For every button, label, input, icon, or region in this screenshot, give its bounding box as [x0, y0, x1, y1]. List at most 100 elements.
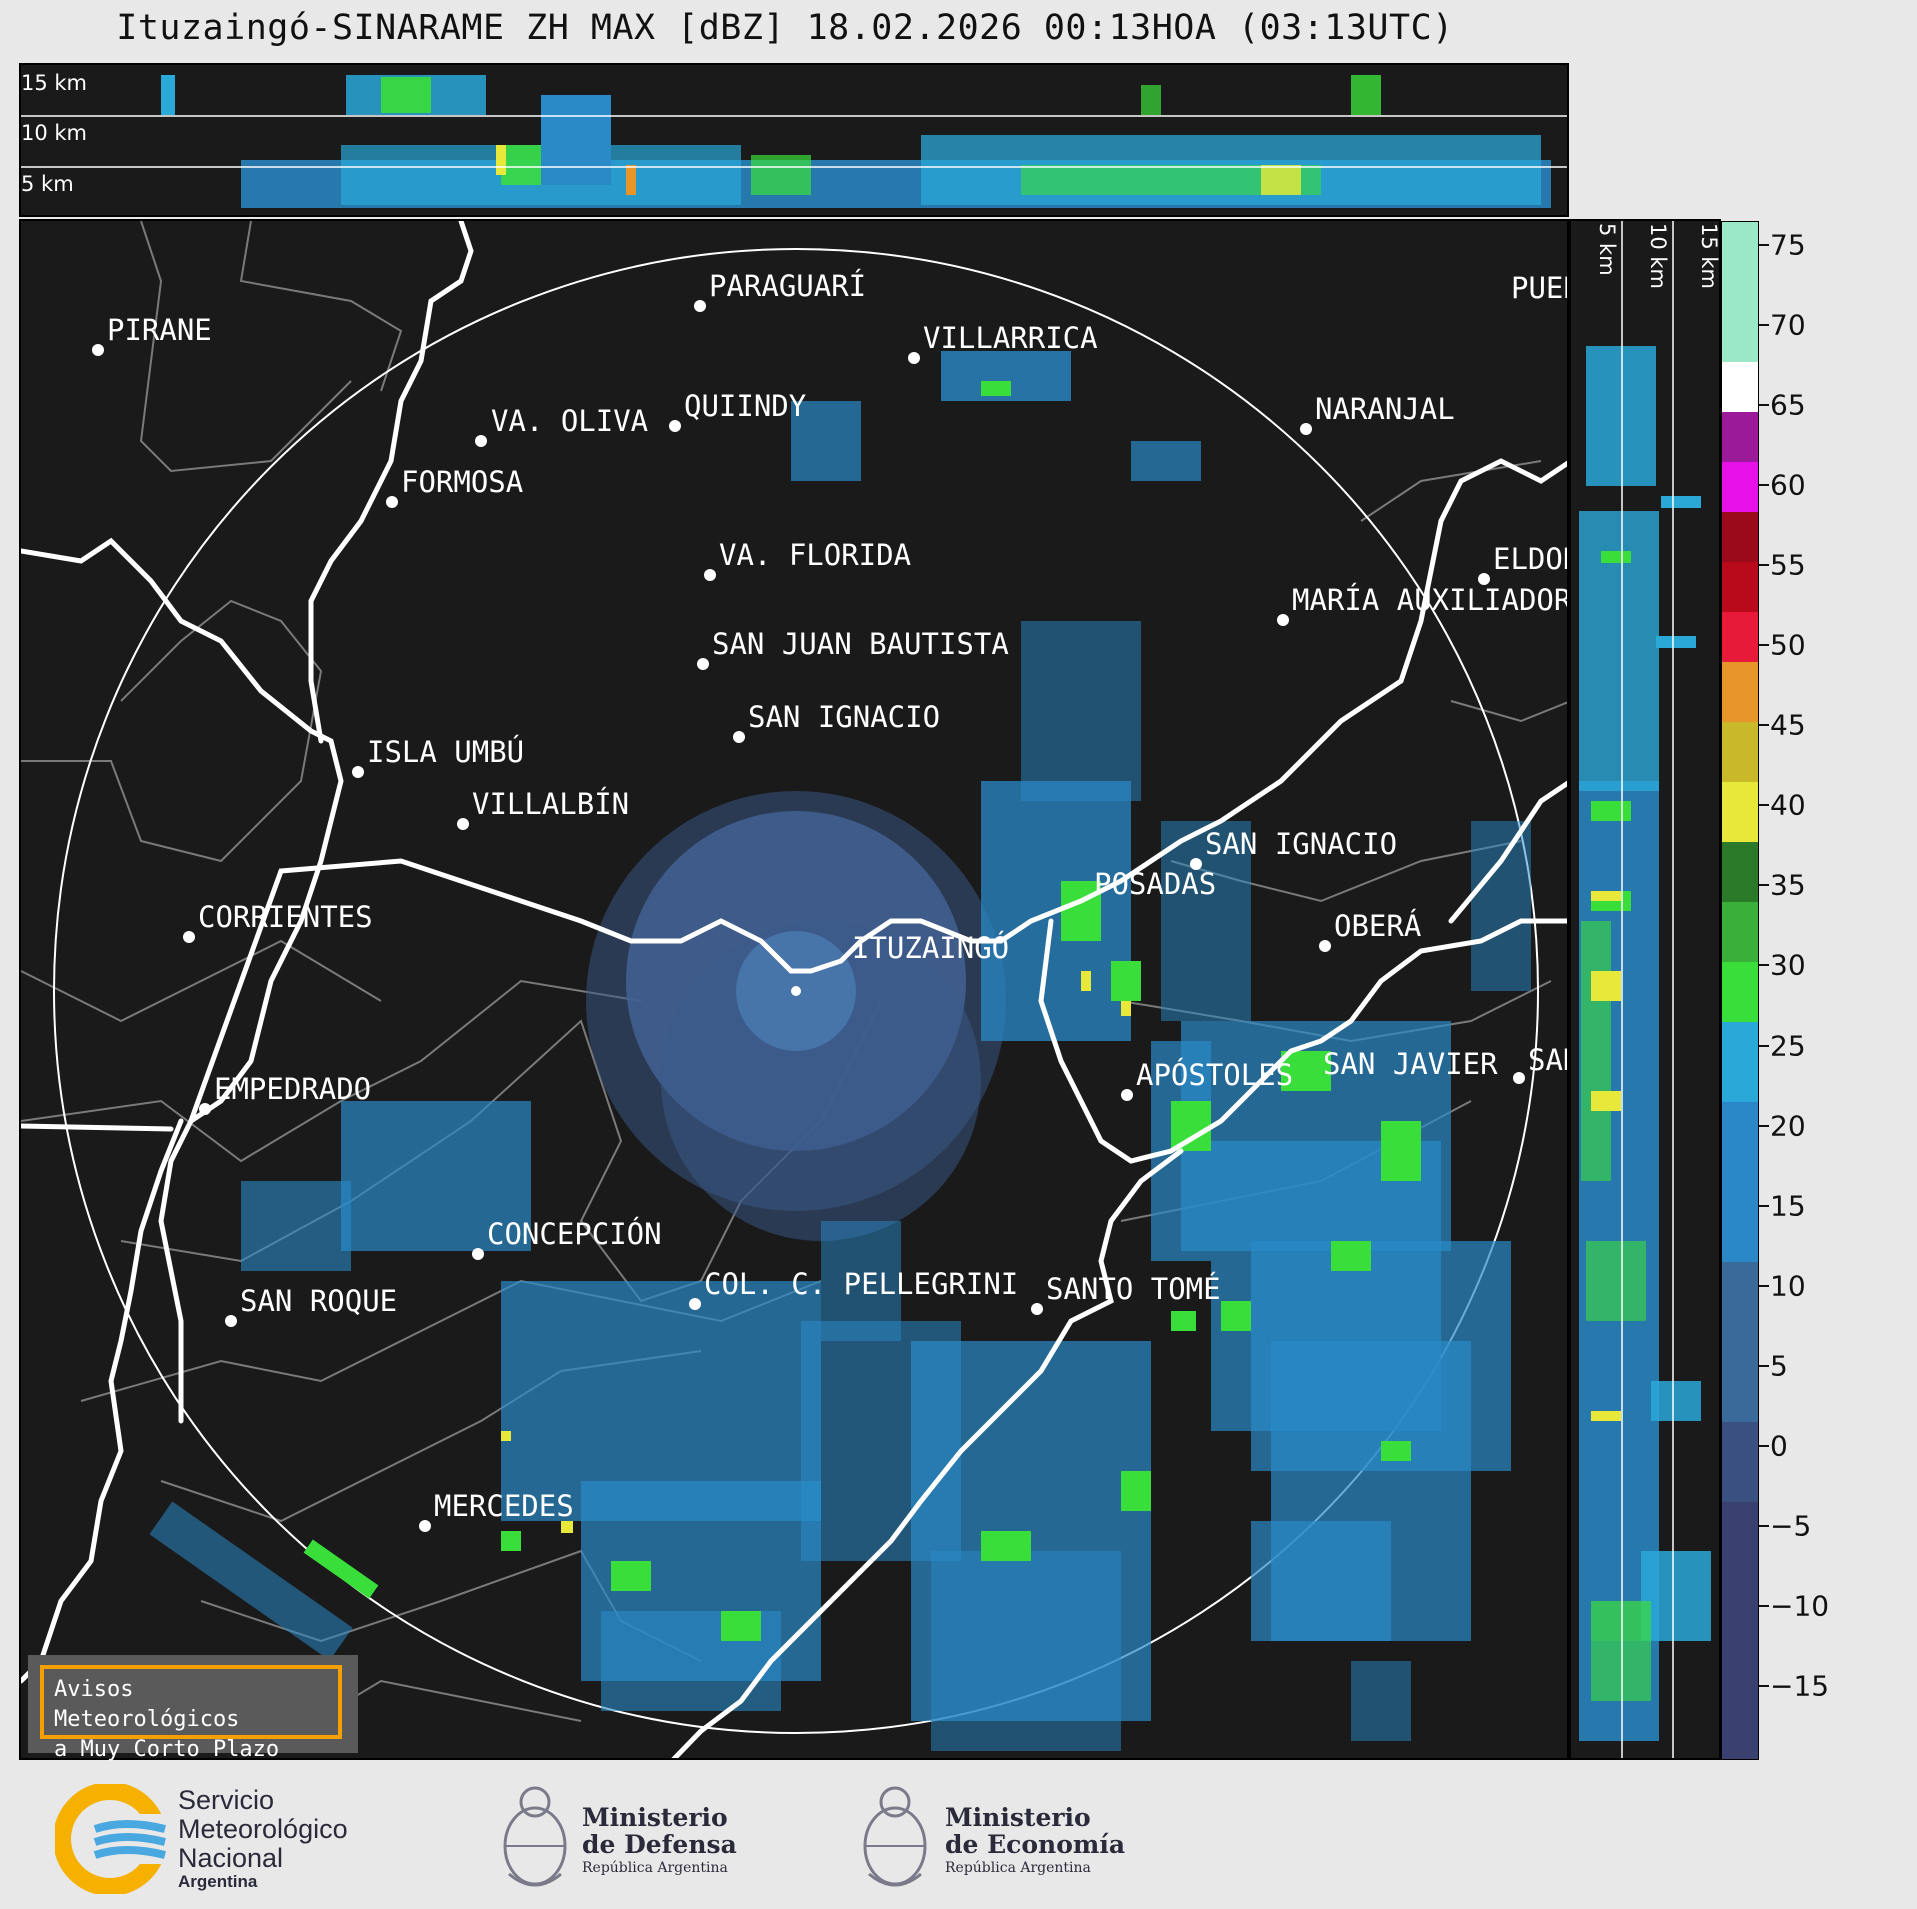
colorbar-tick-label: 70 — [1770, 308, 1806, 342]
city-label-naranjal: NARANJAL — [1315, 392, 1455, 426]
colorbar-tick — [1759, 1364, 1769, 1367]
colorbar-tick — [1759, 964, 1769, 967]
colorbar-tick-label: −15 — [1770, 1669, 1830, 1703]
city-label-isla-umbu: ISLA UMBÚ — [367, 735, 525, 769]
avisos-box: Avisos Meteorológicos a Muy Corto Plazo — [28, 1655, 358, 1762]
top-alt-label-15: 15 km — [21, 71, 88, 95]
city-dot — [386, 496, 398, 508]
city-label-concepcion: CONCEPCIÓN — [487, 1217, 662, 1251]
colorbar-tick — [1759, 1124, 1769, 1127]
side-alt-label-5: 5 km — [1595, 223, 1619, 276]
economia-line1: Ministerio — [945, 1803, 1091, 1832]
city-label-villarrica: VILLARRICA — [923, 321, 1098, 355]
city-label-col-c-pellegrini: COL. C. PELLEGRINI — [704, 1267, 1019, 1301]
colorbar-tick-label: 15 — [1770, 1189, 1806, 1223]
city-label-formosa: FORMOSA — [401, 465, 524, 499]
city-dot — [1300, 423, 1312, 435]
city-label-paraguari: PARAGUARÍ — [709, 269, 867, 303]
city-label-santo-tome: SANTO TOMÉ — [1046, 1272, 1221, 1306]
avisos-line2: a Muy Corto Plazo — [54, 1737, 280, 1762]
defensa-line1: Ministerio — [582, 1803, 728, 1832]
intense-echoes — [501, 971, 1131, 1533]
colorbar-tick-label: 75 — [1770, 228, 1806, 262]
colorbar-tick — [1759, 1684, 1769, 1687]
city-dot — [199, 1103, 211, 1115]
city-dot — [183, 931, 195, 943]
city-label-san-javier: SAN JAVIER — [1323, 1047, 1498, 1081]
city-label-san-juan-bautista: SAN JUAN BAUTISTA — [712, 627, 1009, 661]
city-label-quiindy: QUIINDY — [684, 389, 807, 423]
colorbar-tick-label: 20 — [1770, 1109, 1806, 1143]
colorbar-tick-label: 55 — [1770, 548, 1806, 582]
smn-line4: Argentina — [178, 1872, 258, 1891]
smn-line2: Meteorológico — [178, 1814, 348, 1844]
city-dot — [1277, 614, 1289, 626]
city-label-san-ignacio-py: SAN IGNACIO — [748, 700, 941, 734]
city-dot — [225, 1315, 237, 1327]
city-label-san: SAN — [1528, 1043, 1567, 1077]
colorbar-tick-label: −10 — [1770, 1589, 1830, 1623]
colorbar-tick-label: 35 — [1770, 868, 1806, 902]
colorbar-tick-label: 50 — [1770, 628, 1806, 662]
defensa-logo-text: Ministerio de Defensa República Argentin… — [582, 1804, 737, 1878]
city-dot — [475, 435, 487, 447]
radar-origin — [791, 986, 801, 996]
city-label-corrientes: CORRIENTES — [198, 900, 373, 934]
city-label-san-ignacio-ar: SAN IGNACIO — [1205, 827, 1398, 861]
smn-line3: Nacional — [178, 1843, 284, 1873]
colorbar-tick — [1759, 1604, 1769, 1607]
city-dot — [1190, 858, 1202, 870]
colorbar-tick-label: 0 — [1770, 1429, 1788, 1463]
logos-footer: Servicio Meteorológico Nacional Argentin… — [0, 1762, 1917, 1909]
colorbar-tick — [1759, 804, 1769, 807]
colorbar-tick — [1759, 1044, 1769, 1047]
city-dot — [697, 658, 709, 670]
colorbar-tick — [1759, 244, 1769, 247]
defensa-coat-of-arms-icon — [503, 1786, 567, 1887]
city-label-posadas: POSADAS — [1094, 867, 1217, 901]
colorbar-bands — [1722, 222, 1758, 1759]
side-altitude-panel: 5 km 10 km 15 km — [1569, 219, 1721, 1760]
avisos-frame: Avisos Meteorológicos a Muy Corto Plazo — [40, 1665, 342, 1762]
city-dot — [1121, 1089, 1133, 1101]
economia-logo-text: Ministerio de Economía República Argenti… — [945, 1804, 1125, 1878]
colorbar-tick-label: −5 — [1770, 1509, 1812, 1543]
colorbar-tick-label: 30 — [1770, 948, 1806, 982]
city-dot — [689, 1298, 701, 1310]
city-label-villalbin: VILLALBÍN — [472, 787, 630, 821]
colorbar-tick — [1759, 564, 1769, 567]
side-alt-label-15: 15 km — [1697, 223, 1721, 290]
chart-title: Ituzaingó-SINARAME ZH MAX [dBZ] 18.02.20… — [116, 8, 1454, 48]
colorbar-tick — [1759, 404, 1769, 407]
dbz-colorbar — [1721, 221, 1759, 1760]
city-dot — [733, 731, 745, 743]
city-dot — [457, 818, 469, 830]
city-label-maria-auxiliador: MARÍA AUXILIADOR — [1292, 583, 1569, 617]
city-dot — [1319, 940, 1331, 952]
city-label-mercedes: MERCEDES — [434, 1489, 574, 1523]
city-dot — [1478, 573, 1490, 585]
radar-map-drawing — [21, 221, 1567, 1758]
colorbar-tick — [1759, 1524, 1769, 1527]
colorbar-tick-label: 60 — [1770, 468, 1806, 502]
smn-logo-icon — [55, 1784, 185, 1894]
city-label-eldor: ELDOR — [1493, 542, 1567, 576]
colorbar-tick-label: 5 — [1770, 1349, 1788, 1383]
border-rivers — [21, 221, 1567, 1758]
colorbar-tick-label: 25 — [1770, 1029, 1806, 1063]
ground-clutter — [586, 791, 1006, 1241]
city-label-va-florida: VA. FLORIDA — [719, 538, 912, 572]
radar-map[interactable]: PIRANE PARAGUARÍ VILLARRICA QUIINDY VA. … — [19, 219, 1569, 1760]
colorbar-tick — [1759, 724, 1769, 727]
city-label-ituzaingo: ITUZAINGÓ — [852, 931, 1010, 965]
colorbar-tick-label: 65 — [1770, 388, 1806, 422]
strong-echoes — [303, 381, 1421, 1641]
city-label-puer: PUER — [1511, 271, 1567, 305]
colorbar-tick — [1759, 324, 1769, 327]
side-panel-echoes — [1579, 221, 1711, 1758]
city-label-pirane: PIRANE — [107, 313, 212, 347]
colorbar-tick — [1759, 644, 1769, 647]
top-panel-echoes — [21, 75, 1567, 208]
defensa-line2: de Defensa — [582, 1830, 737, 1859]
city-dot — [92, 344, 104, 356]
